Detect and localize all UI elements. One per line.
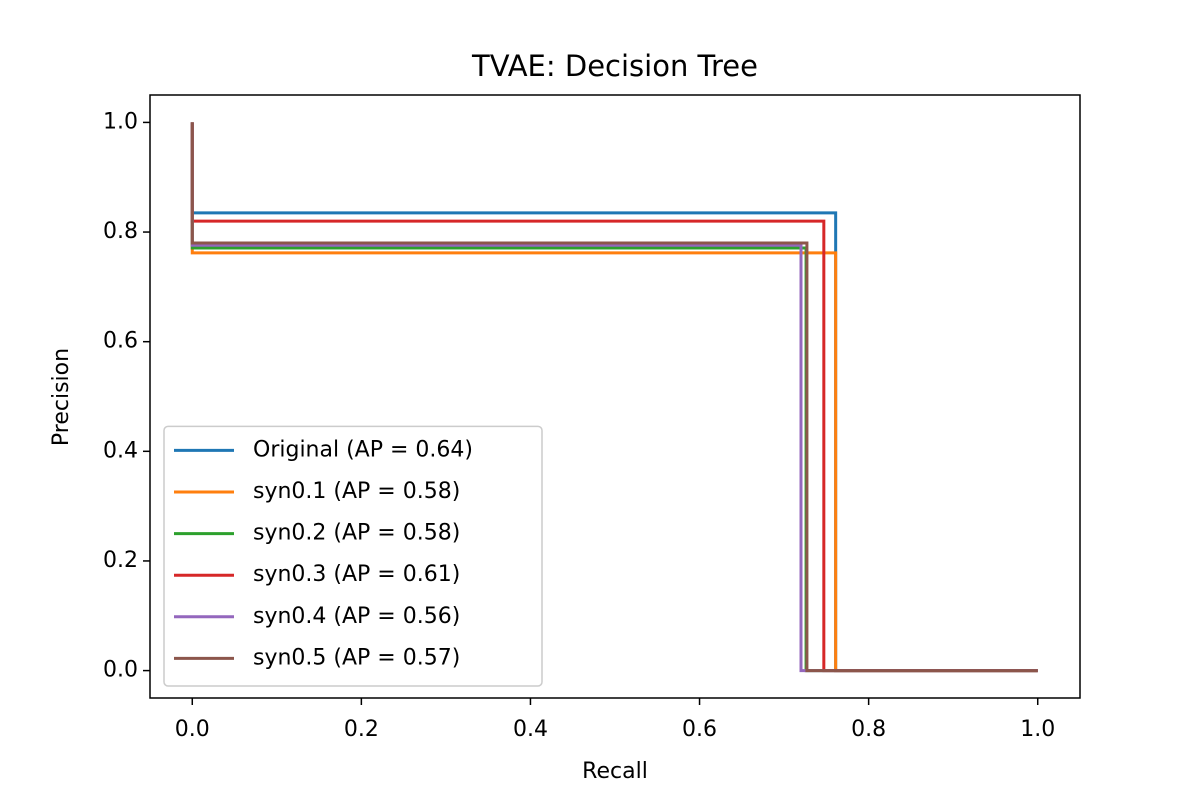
chart-title: TVAE: Decision Tree — [471, 49, 758, 83]
y-axis-label: Precision — [49, 348, 74, 446]
legend-box — [163, 425, 543, 687]
legend-label: syn0.3 (AP = 0.61) — [253, 562, 460, 587]
x-tick-label: 0.8 — [851, 717, 886, 742]
legend-label: syn0.5 (AP = 0.57) — [253, 645, 460, 670]
plot-frame — [149, 94, 1081, 699]
y-tick-label: 0.8 — [103, 219, 138, 244]
y-tick-label: 0.6 — [103, 329, 138, 354]
y-tick-label: 0.0 — [103, 658, 138, 683]
legend-label: syn0.4 (AP = 0.56) — [253, 604, 460, 629]
legend-label: syn0.1 (AP = 0.58) — [253, 479, 460, 504]
x-axis-label: Recall — [582, 759, 648, 784]
y-tick-label: 1.0 — [103, 109, 138, 134]
legend: Original (AP = 0.64) syn0.1 (AP = 0.58) sy… — [163, 425, 543, 687]
series-line — [190, 122, 1038, 673]
legend-label: syn0.2 (AP = 0.58) — [253, 521, 460, 546]
y-tick-label: 0.4 — [103, 438, 138, 463]
x-tick-label: 1.0 — [1020, 717, 1055, 742]
x-tick-label: 0.4 — [513, 717, 548, 742]
x-tick-label: 0.2 — [344, 717, 379, 742]
legend-label: Original (AP = 0.64) — [253, 437, 473, 462]
y-tick-label: 0.2 — [103, 548, 138, 573]
x-tick-label: 0.6 — [682, 717, 717, 742]
x-tick-label: 0.0 — [175, 717, 210, 742]
